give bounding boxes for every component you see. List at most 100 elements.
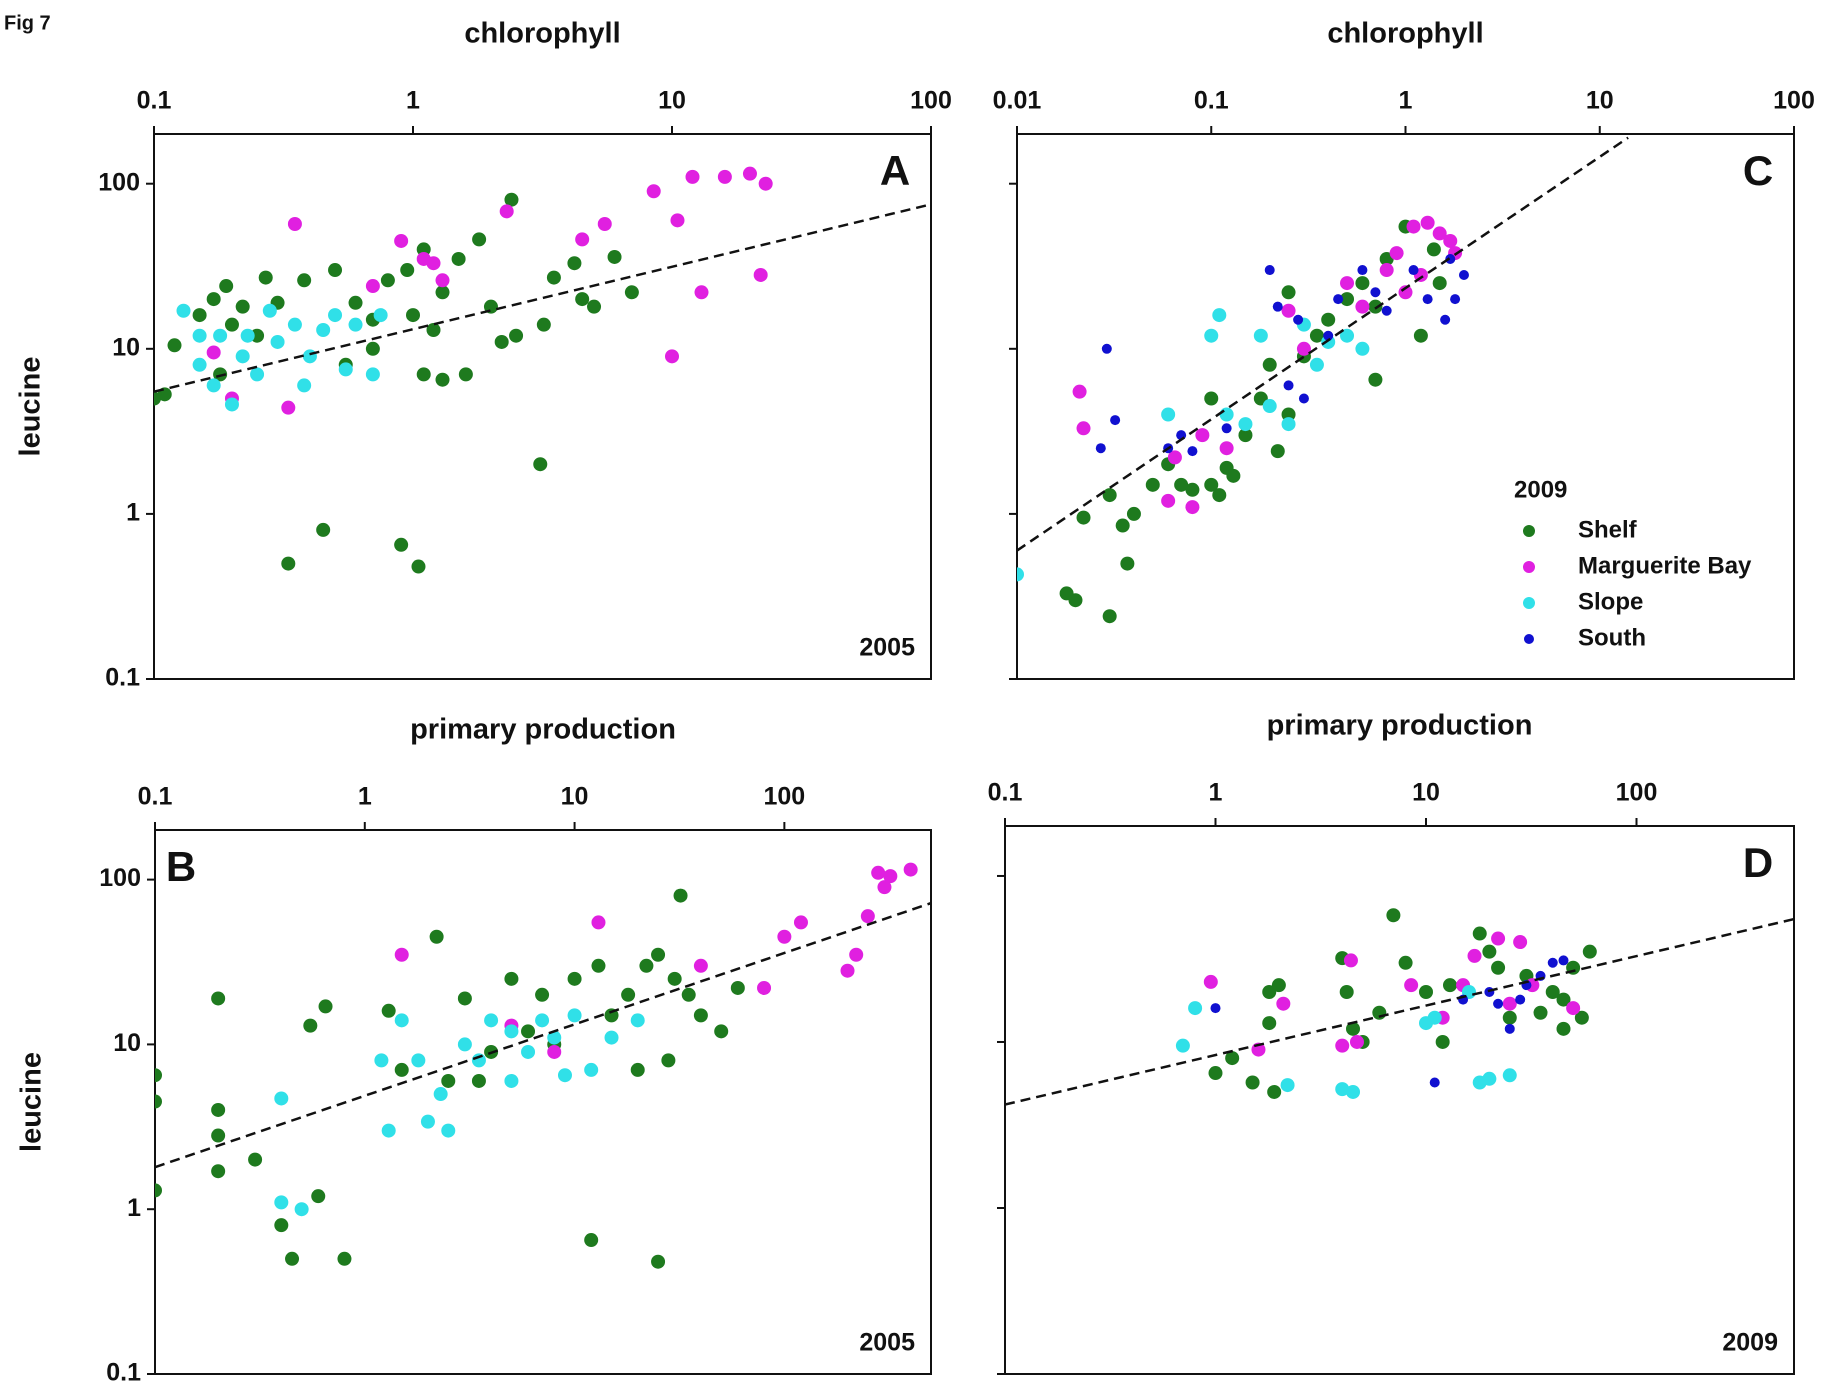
trend-line — [1017, 136, 1629, 552]
data-point — [435, 285, 450, 300]
data-point — [287, 317, 302, 332]
data-point — [471, 1073, 486, 1088]
data-point — [1102, 609, 1117, 624]
data-point — [1267, 1084, 1282, 1099]
data-point — [316, 522, 331, 537]
legend-title: 2009 — [1514, 476, 1567, 503]
data-point — [348, 295, 363, 310]
data-point — [521, 1044, 536, 1059]
data-point — [1264, 265, 1275, 276]
data-point — [381, 1123, 396, 1138]
data-point — [380, 273, 395, 288]
data-point — [328, 263, 343, 278]
x-tick-label: 10 — [1412, 779, 1440, 807]
data-point — [472, 232, 487, 247]
x-tick-label: 0.1 — [137, 87, 172, 115]
x-tick-label: 0.1 — [988, 779, 1023, 807]
legend-label: South — [1578, 624, 1646, 651]
data-point — [441, 1123, 456, 1138]
legend-swatch — [1524, 634, 1534, 644]
data-point — [575, 292, 590, 307]
data-point — [1346, 1021, 1361, 1036]
data-point — [533, 457, 548, 472]
data-point — [303, 1018, 318, 1033]
data-point — [1185, 500, 1200, 515]
x-tick-label: 100 — [764, 783, 806, 811]
data-point — [883, 869, 898, 884]
data-point — [1175, 1038, 1190, 1053]
data-point — [1238, 417, 1253, 432]
data-point — [1095, 443, 1106, 454]
data-point — [262, 303, 277, 318]
trend-line — [154, 203, 931, 393]
data-point — [206, 378, 221, 393]
data-point — [777, 929, 792, 944]
data-point — [213, 328, 228, 343]
x-tick-label: 10 — [658, 87, 686, 115]
data-point — [1398, 955, 1413, 970]
data-point — [1126, 506, 1141, 521]
data-point — [717, 169, 732, 184]
data-point — [1262, 1016, 1277, 1031]
data-point — [1533, 1005, 1548, 1020]
data-point — [536, 317, 551, 332]
data-point — [1212, 488, 1227, 503]
data-point — [1271, 978, 1286, 993]
y-axis-title: leucine — [16, 1052, 48, 1152]
data-point — [365, 341, 380, 356]
data-point — [328, 308, 343, 323]
data-point — [535, 1013, 550, 1028]
data-point — [433, 1087, 448, 1102]
data-point — [1484, 987, 1495, 998]
x-tick-label: 1 — [406, 87, 420, 115]
data-point — [667, 971, 682, 986]
data-point — [211, 1164, 226, 1179]
data-point — [1208, 1066, 1223, 1081]
data-point — [294, 1202, 309, 1217]
year-label: 2009 — [1722, 1329, 1778, 1357]
data-point — [1293, 314, 1304, 325]
data-point — [1458, 269, 1469, 280]
x-tick-label: 100 — [910, 87, 952, 115]
data-point — [285, 1251, 300, 1266]
data-point — [1174, 477, 1189, 492]
data-point — [457, 1037, 472, 1052]
data-point — [1558, 955, 1569, 966]
data-point — [646, 184, 661, 199]
data-point — [1482, 944, 1497, 959]
data-point — [274, 1091, 289, 1106]
data-point — [665, 349, 679, 364]
data-point — [1076, 421, 1091, 436]
data-point — [840, 963, 855, 978]
data-point — [1379, 263, 1394, 278]
panel-letter: C — [1743, 147, 1773, 194]
data-point — [457, 991, 472, 1006]
data-point — [1547, 957, 1558, 968]
data-point — [793, 915, 808, 930]
data-point — [248, 1152, 263, 1167]
data-point — [1443, 233, 1458, 248]
legend-label: Slope — [1578, 588, 1643, 615]
data-point — [584, 1062, 599, 1077]
data-point — [1582, 944, 1597, 959]
data-point — [624, 285, 639, 300]
data-point — [547, 1044, 562, 1059]
data-point — [1187, 446, 1198, 457]
data-point — [302, 349, 317, 364]
data-point — [458, 367, 473, 382]
data-point — [597, 217, 612, 232]
data-point — [1349, 1034, 1364, 1049]
data-point — [1212, 308, 1227, 323]
x-tick-label: 1 — [1399, 87, 1413, 115]
data-point — [1491, 931, 1506, 946]
y-tick-label: 1 — [127, 1194, 141, 1222]
data-point — [281, 400, 296, 415]
data-point — [1427, 1010, 1442, 1025]
data-point — [451, 251, 466, 266]
data-point — [1270, 444, 1285, 459]
data-point — [694, 285, 709, 300]
data-point — [860, 909, 875, 924]
data-point — [155, 1094, 162, 1109]
data-point — [258, 270, 273, 285]
